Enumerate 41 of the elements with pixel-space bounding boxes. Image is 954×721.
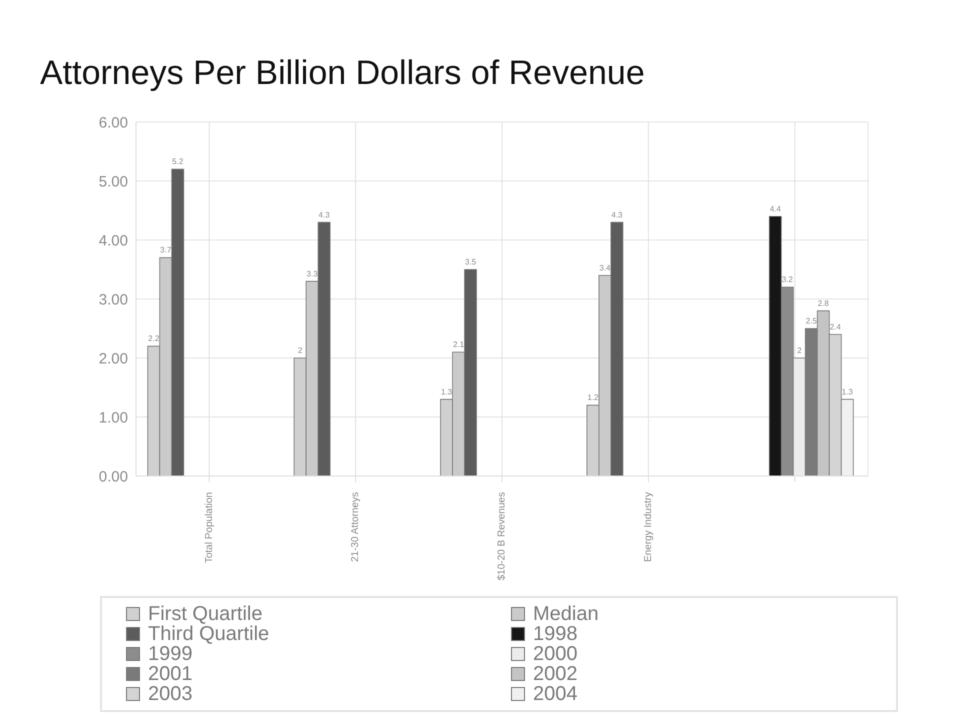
x-tick-label: $10-20 B Revenues	[496, 492, 508, 580]
data-label: 5.2	[172, 157, 184, 166]
data-label: 3.7	[160, 246, 172, 255]
legend-label: 2002	[533, 663, 578, 685]
x-tick-label: 21-30 Attorneys	[350, 492, 362, 562]
legend-label: 2000	[533, 643, 578, 665]
legend-label: 2003	[148, 683, 192, 705]
data-label: 3.5	[464, 258, 477, 266]
chart-title: Attorneys Per Billion Dollars of Revenue	[39, 53, 646, 94]
data-label: 3.2	[782, 275, 794, 284]
data-label: 1.2	[587, 393, 600, 402]
data-label: 2.1	[452, 340, 465, 350]
data-label: 2.2	[148, 334, 160, 344]
legend-label: Median	[533, 603, 599, 625]
data-label: 1.3	[842, 387, 854, 396]
x-tick-label: Total Population	[204, 492, 215, 564]
data-label: 1.3	[440, 387, 453, 396]
data-label: 2	[797, 346, 802, 355]
data-label: 2.4	[830, 322, 842, 332]
y-tick-label: 0.00	[98, 468, 128, 486]
data-label: 3.4	[599, 263, 612, 272]
legend-label: Third Quartile	[148, 623, 270, 645]
data-label: 4.3	[611, 210, 624, 220]
data-label: 4.4	[770, 204, 782, 214]
legend-label: 2001	[148, 663, 192, 685]
data-label: 2.5	[806, 316, 818, 326]
legend-label: 1998	[533, 623, 578, 645]
data-label: 3.3	[306, 269, 318, 278]
y-tick-label: 2.00	[98, 350, 128, 368]
legend-label: First Quartile	[148, 603, 262, 625]
y-tick-label: 4.00	[98, 232, 128, 250]
legend-label: 1999	[148, 643, 192, 665]
y-tick-label: 6.00	[98, 114, 128, 132]
y-tick-label: 1.00	[98, 409, 128, 426]
legend-label: 2004	[533, 683, 578, 705]
data-label: 2	[298, 346, 303, 355]
x-tick-label: Energy Industry	[643, 492, 654, 562]
y-tick-label: 3.00	[98, 291, 128, 308]
y-tick-label: 5.00	[98, 173, 128, 190]
data-label: 4.3	[318, 210, 330, 220]
data-label: 2.8	[818, 298, 830, 308]
